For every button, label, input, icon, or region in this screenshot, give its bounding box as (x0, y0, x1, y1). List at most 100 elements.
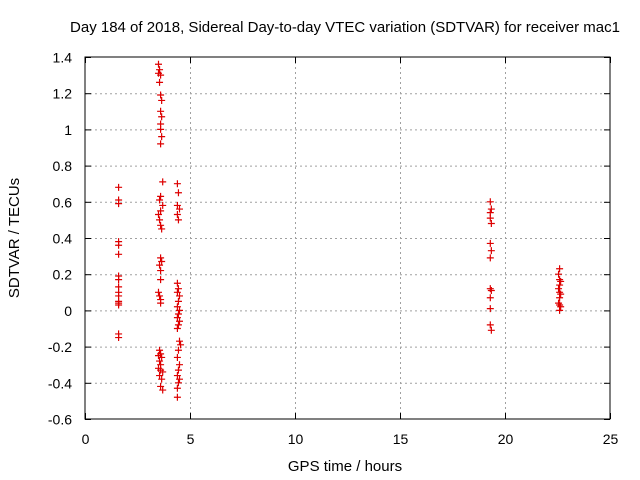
data-point (157, 140, 165, 148)
data-point (556, 265, 564, 273)
data-point (174, 189, 182, 197)
data-point (486, 254, 494, 262)
data-point (158, 96, 166, 104)
data-point (173, 384, 181, 392)
data-point (155, 60, 162, 68)
x-tick-label: 5 (187, 431, 195, 447)
data-point (173, 325, 181, 332)
data-point (157, 125, 165, 133)
data-point (157, 91, 165, 99)
data-point (174, 297, 182, 305)
data-point (155, 210, 162, 218)
x-tick-labels: 0 5 10 15 20 25 (82, 431, 619, 447)
data-point (157, 71, 165, 79)
y-tick-label: -0.2 (48, 339, 72, 355)
grid (85, 57, 610, 419)
data-point (158, 258, 166, 266)
y-tick-label: 1 (64, 122, 72, 138)
x-tick-label: 15 (393, 431, 409, 447)
data-point (555, 270, 563, 278)
data-point (158, 113, 166, 121)
data-point (176, 375, 183, 383)
data-point (174, 379, 182, 387)
data-point (174, 285, 182, 293)
y-tick-label: 0 (64, 303, 72, 319)
data-point (557, 290, 565, 298)
y-tick-label: 0.8 (53, 158, 73, 174)
data-point (177, 341, 185, 349)
data-point (486, 294, 494, 302)
data-point (115, 241, 123, 249)
data-point (487, 326, 495, 334)
data-point (173, 314, 181, 322)
data-point (173, 393, 181, 401)
data-point (158, 225, 166, 233)
data-point (556, 294, 564, 302)
data-point (157, 267, 165, 275)
data-point (156, 261, 164, 269)
data-points (115, 60, 565, 401)
y-tick-label: 1.2 (53, 86, 73, 102)
data-point (157, 207, 165, 215)
data-point (174, 366, 182, 374)
data-point (115, 250, 123, 258)
data-point (173, 279, 181, 287)
data-point (487, 247, 495, 255)
data-point (115, 334, 123, 342)
data-point (486, 305, 494, 313)
data-point (174, 310, 182, 318)
plot-frame (84, 56, 611, 420)
data-point (173, 303, 181, 311)
data-point (173, 210, 181, 218)
data-point (174, 216, 182, 224)
data-point (486, 321, 494, 329)
y-tick-label: -0.6 (48, 412, 72, 428)
data-point (157, 254, 165, 262)
data-point (176, 292, 183, 300)
data-point (486, 285, 494, 293)
y-tick-label: 0.2 (53, 267, 73, 283)
data-point (159, 368, 167, 376)
data-point (487, 205, 495, 213)
data-point (156, 346, 164, 354)
data-point (557, 303, 565, 311)
x-tick-label: 20 (498, 431, 514, 447)
data-point (173, 372, 181, 380)
data-point (157, 192, 165, 200)
data-point (176, 317, 183, 325)
data-point (556, 306, 564, 314)
data-point (155, 288, 162, 296)
data-point (158, 375, 166, 383)
data-point (159, 386, 167, 394)
data-point (174, 346, 182, 354)
chart-title: Day 184 of 2018, Sidereal Day-to-day VTE… (70, 19, 620, 36)
data-point (115, 200, 123, 208)
data-point (159, 178, 167, 186)
y-tick-labels: -0.6 -0.4 -0.2 0 0.2 0.4 0.6 0.8 1 1.2 1.4 (48, 50, 72, 428)
data-point (159, 201, 167, 209)
data-point (156, 216, 164, 224)
data-point (156, 372, 164, 380)
data-point (173, 288, 181, 296)
data-point (156, 196, 164, 204)
data-point (157, 382, 165, 390)
data-point (157, 276, 165, 284)
data-point (176, 361, 183, 369)
data-point (176, 337, 183, 345)
data-point (486, 214, 494, 222)
data-point (157, 107, 165, 115)
data-point (158, 353, 166, 361)
data-point (156, 292, 164, 300)
data-point (158, 133, 166, 141)
y-tick-label: -0.4 (48, 375, 72, 391)
data-point (157, 299, 165, 307)
x-tick-label: 0 (82, 431, 90, 447)
data-point (173, 353, 181, 361)
data-point (486, 198, 494, 206)
x-tick-label: 10 (288, 431, 304, 447)
y-tick-label: 0.4 (53, 231, 73, 247)
y-tick-label: 1.4 (53, 50, 73, 66)
data-point (173, 201, 181, 209)
x-tick-label: 25 (603, 431, 619, 447)
